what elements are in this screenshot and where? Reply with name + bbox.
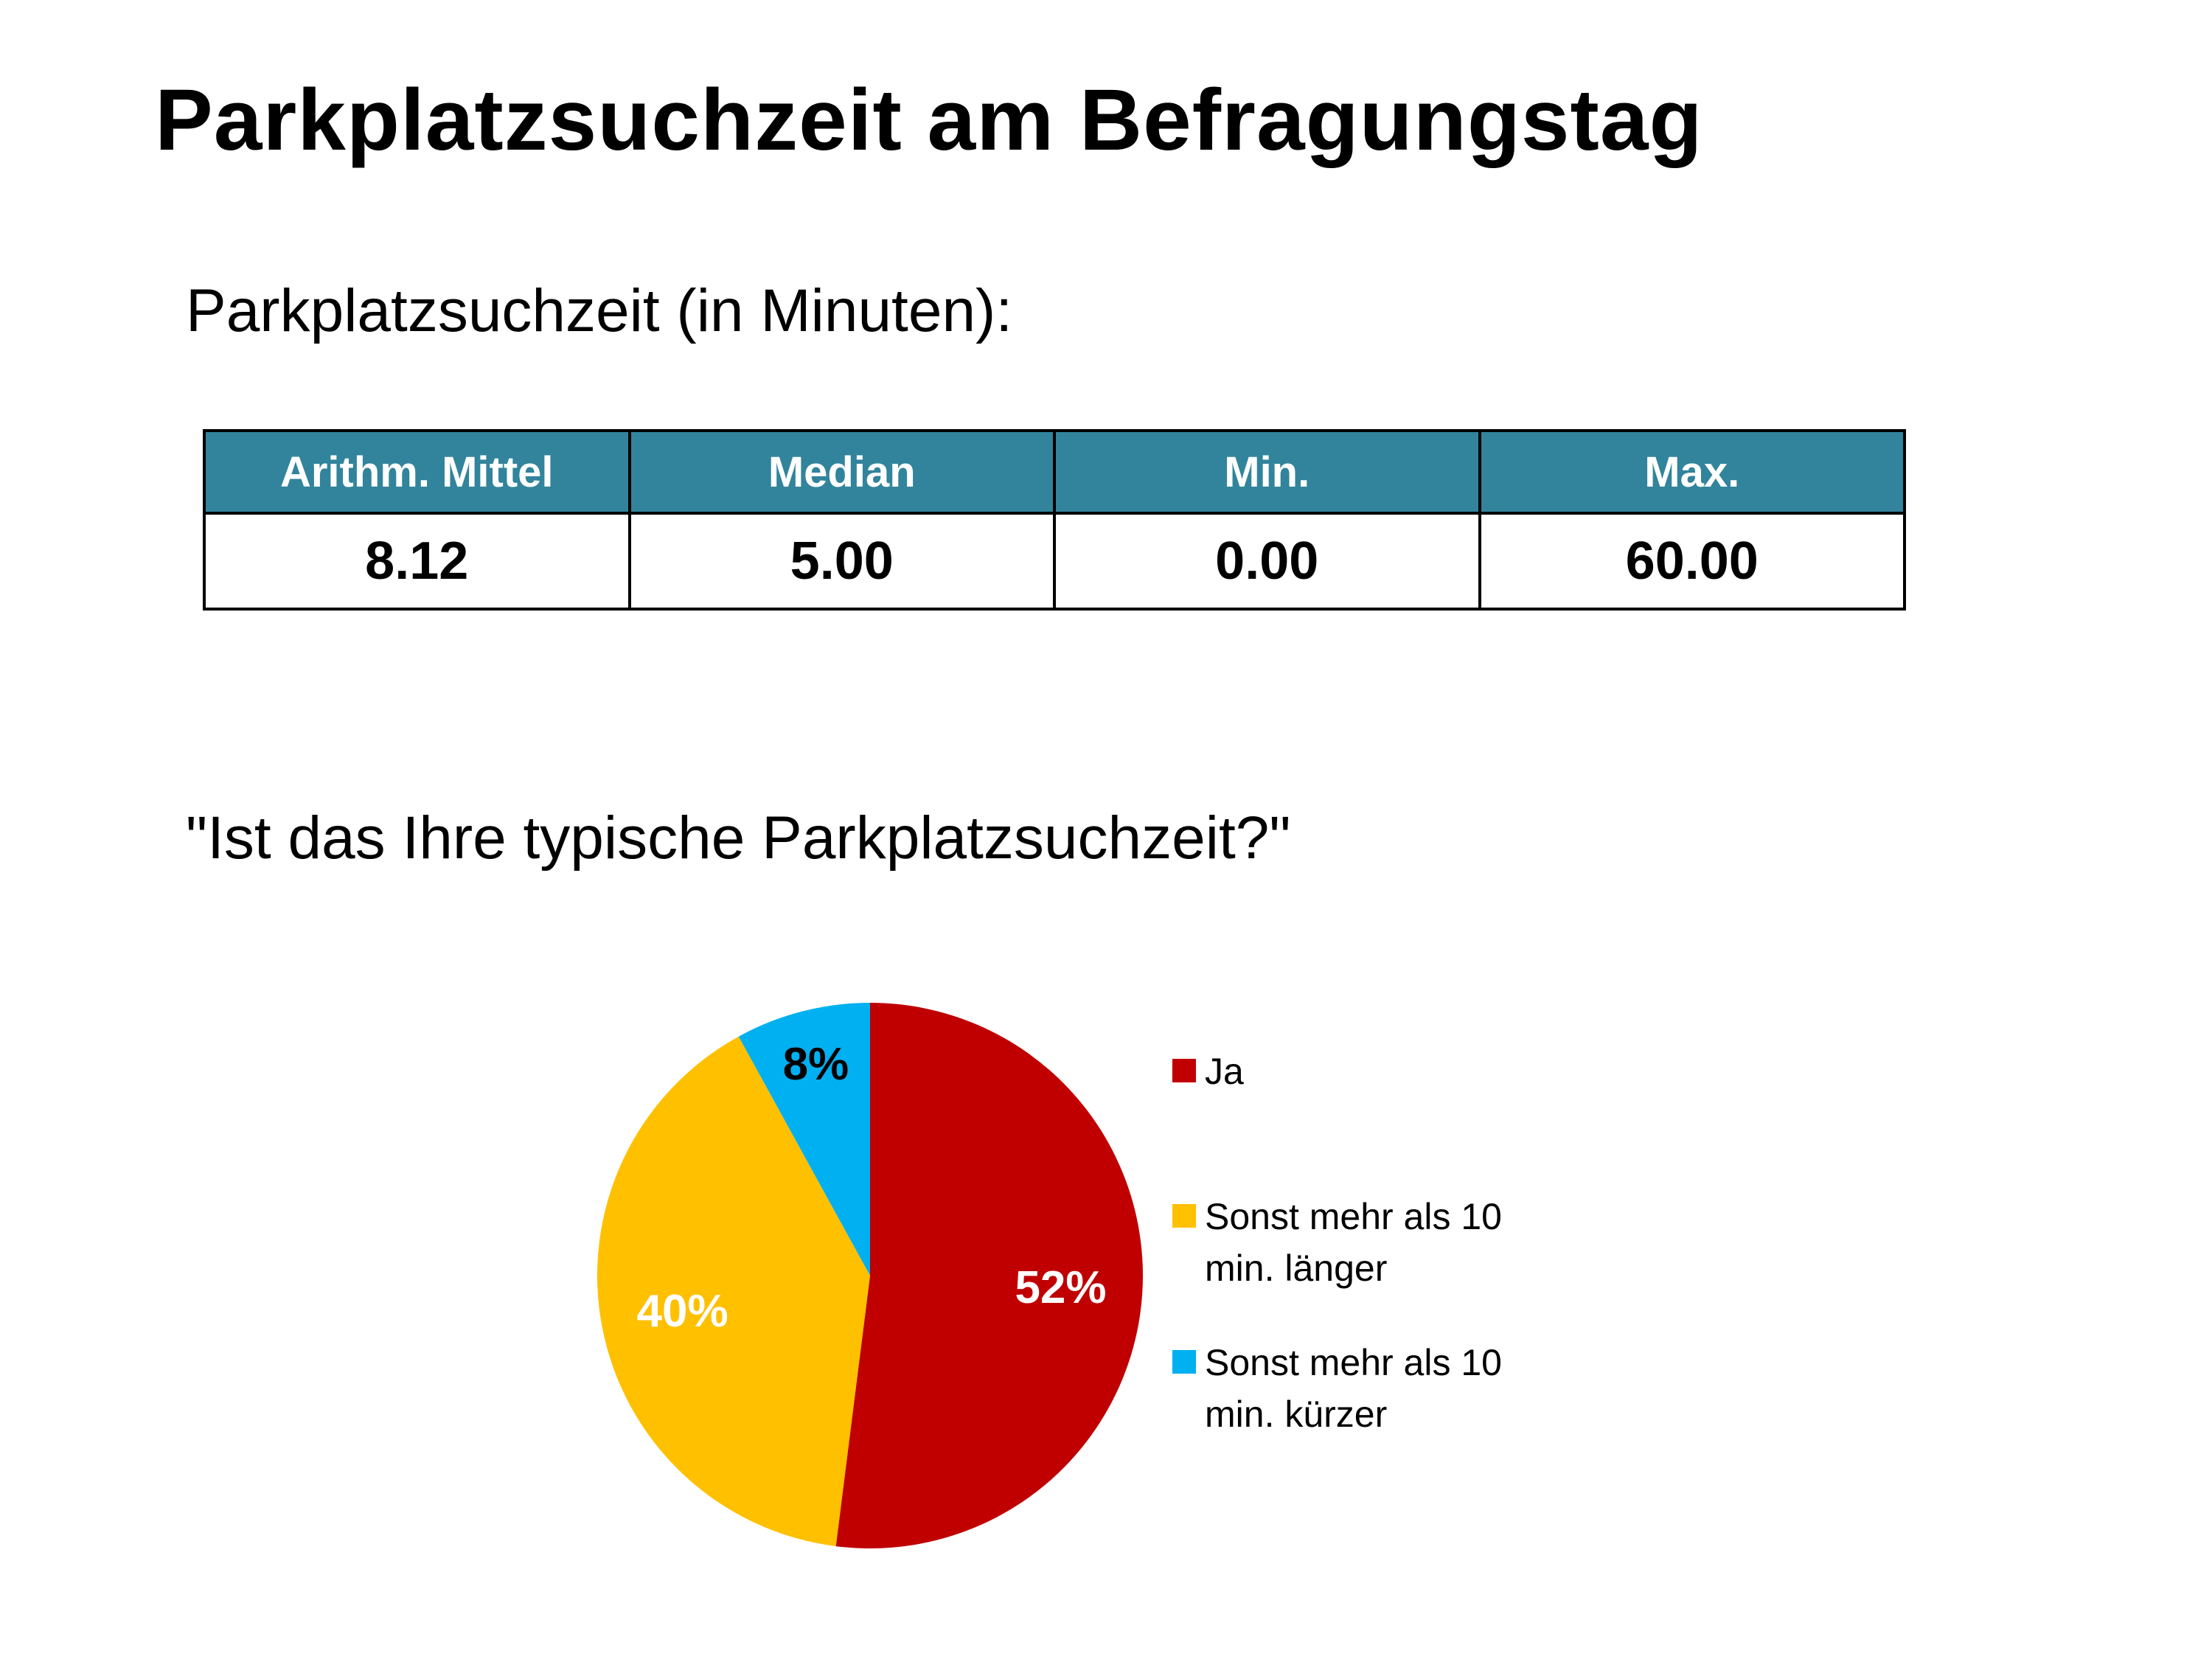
header-min: Min. <box>1053 429 1481 515</box>
value-max: 60.00 <box>1478 512 1906 611</box>
legend-label-laenger: Sonst mehr als 10 min. länger <box>1205 1196 1502 1289</box>
pie-label-laenger: 40% <box>637 1286 728 1337</box>
pie-label-kuerzer: 8% <box>783 1039 849 1090</box>
stats-value-row: 8.12 5.00 0.00 60.00 <box>203 512 1906 611</box>
legend-item-laenger: Sonst mehr als 10 min. länger <box>1172 1191 1559 1294</box>
legend-swatch-ja <box>1172 1059 1196 1082</box>
pie-slice-kuerzer <box>738 1003 870 1276</box>
value-mean: 8.12 <box>203 512 631 611</box>
legend-swatch-laenger <box>1172 1204 1196 1228</box>
value-median: 5.00 <box>627 512 1056 611</box>
pie-chart: 52% 40% 8% <box>597 1003 1143 1548</box>
pie-slice-laenger <box>597 1036 870 1547</box>
legend-label-ja: Ja <box>1205 1051 1244 1092</box>
pie-label-ja: 52% <box>1015 1262 1106 1313</box>
legend-item-ja: Ja <box>1172 1046 1559 1097</box>
pie-slice-ja <box>835 1003 1143 1548</box>
stats-table: Arithm. Mittel Median Min. Max. 8.12 5.0… <box>203 429 1906 611</box>
header-mean: Arithm. Mittel <box>203 429 631 515</box>
header-max: Max. <box>1478 429 1906 515</box>
stats-header-row: Arithm. Mittel Median Min. Max. <box>203 429 1906 515</box>
legend-label-kuerzer: Sonst mehr als 10 min. kürzer <box>1205 1342 1502 1435</box>
legend-swatch-kuerzer <box>1172 1350 1196 1374</box>
legend-item-kuerzer: Sonst mehr als 10 min. kürzer <box>1172 1337 1559 1440</box>
value-min: 0.00 <box>1053 512 1481 611</box>
page-title: Parkplatzsuchzeit am Befragungstag <box>155 72 1703 169</box>
table-heading: Parkplatzsuchzeit (in Minuten): <box>186 277 1013 344</box>
header-median: Median <box>627 429 1056 515</box>
survey-question: "Ist das Ihre typische Parkplatzsuchzeit… <box>186 804 1291 872</box>
